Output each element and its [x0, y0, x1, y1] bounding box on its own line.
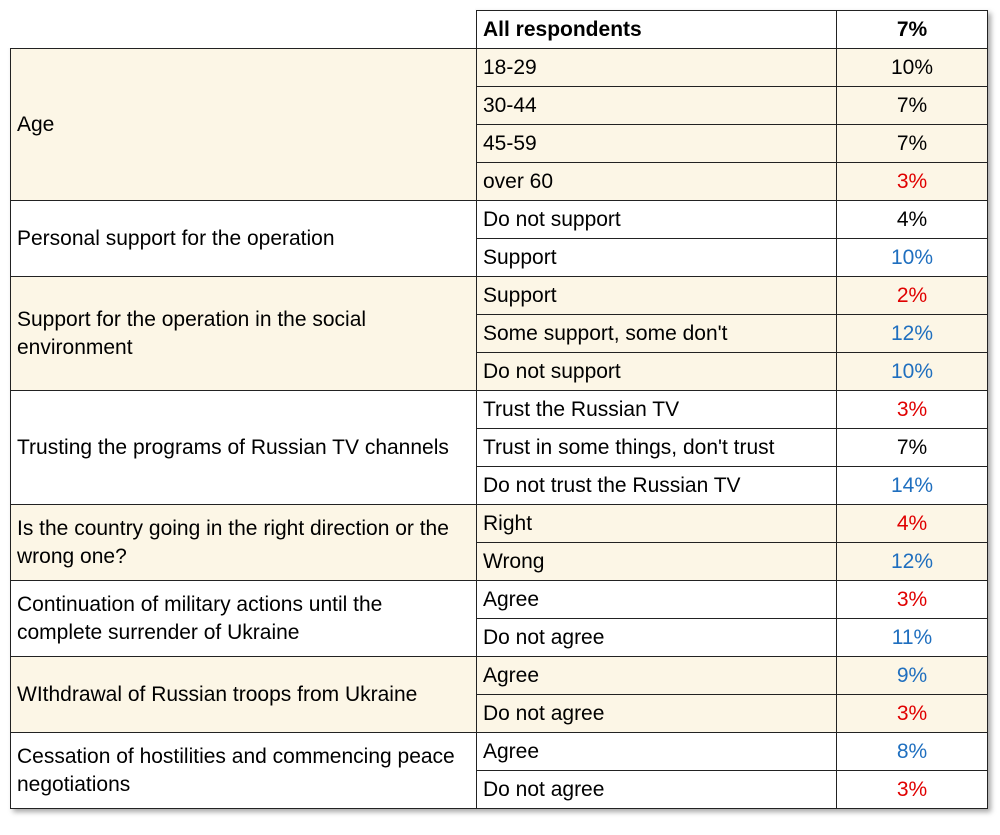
- percentage-value: 10%: [836, 238, 988, 277]
- group-label: Age: [10, 48, 477, 201]
- table-row: Trust in some things, don't trust 7%: [11, 428, 988, 467]
- percentage-value: 12%: [836, 314, 988, 353]
- table-row: Cessation of hostilities and commencing …: [10, 732, 988, 809]
- answer-cell: Trust in some things, don't trust: [476, 428, 837, 467]
- percentage-value: 7%: [836, 428, 988, 467]
- table-row: Do not agree 11%: [11, 618, 988, 657]
- answer-label: Some support, some don't: [476, 314, 837, 353]
- group-label: Cessation of hostilities and commencing …: [10, 732, 477, 809]
- answer-label: 45-59: [476, 124, 837, 163]
- answer-label: Support: [476, 276, 837, 315]
- table-row: Do not agree 3%: [11, 770, 988, 809]
- table-row: Do not trust the Russian TV 14%: [11, 466, 988, 505]
- percentage-value: 10%: [836, 48, 988, 87]
- table-row: Some support, some don't 12%: [11, 314, 988, 353]
- table-row: Is the country going in the right direct…: [10, 504, 988, 581]
- group-label: Support for the operation in the social …: [10, 276, 477, 391]
- answer-label: Trust the Russian TV: [476, 390, 837, 429]
- answer-label: Do not agree: [476, 770, 837, 809]
- group-label: Trusting the programs of Russian TV chan…: [10, 390, 477, 505]
- answer-label: Do not agree: [476, 694, 837, 733]
- table-row: Do not agree 3%: [11, 694, 988, 733]
- table-row: Support for the operation in the social …: [10, 276, 988, 391]
- table-row: Do not support 10%: [11, 352, 988, 391]
- answer-label: Agree: [476, 580, 837, 619]
- table-row: over 60 3%: [11, 162, 988, 201]
- percentage-value: 7%: [836, 86, 988, 125]
- table-row: Personal support for the operation Do not…: [10, 200, 988, 277]
- percentage-value: 3%: [836, 162, 988, 201]
- group-label: Personal support for the operation: [10, 200, 477, 277]
- group-label: Continuation of military actions until t…: [10, 580, 477, 657]
- answer-label: 18-29: [476, 48, 837, 87]
- percentage-value: 3%: [836, 580, 988, 619]
- table-row: Trusting the programs of Russian TV chan…: [10, 390, 988, 505]
- percentage-value: 3%: [836, 390, 988, 429]
- percentage-value: 4%: [836, 504, 988, 543]
- answer-label: Do not support: [476, 352, 837, 391]
- percentage-value: 4%: [836, 200, 988, 239]
- answer-label: Agree: [476, 732, 837, 771]
- survey-table-body: All respondents 7% Age 18-29 10% 30-44 7% 45-…: [10, 10, 988, 809]
- header-shadow-mask: [0, 0, 475, 48]
- answer-label: Support: [476, 238, 837, 277]
- table-row: WIthdrawal of Russian troops from Ukrain…: [10, 656, 988, 733]
- group-label: Is the country going in the right direct…: [10, 504, 477, 581]
- percentage-value: 7%: [836, 124, 988, 163]
- answer-label: Do not trust the Russian TV: [476, 466, 837, 505]
- answer-label: 30-44: [476, 86, 837, 125]
- table-row: 45-59 7%: [11, 124, 988, 163]
- percentage-value: 3%: [836, 770, 988, 809]
- answer-label: Wrong: [476, 542, 837, 581]
- header-value: 7%: [836, 10, 988, 49]
- table-row: Support 10%: [11, 238, 988, 277]
- table-row: Continuation of military actions until t…: [10, 580, 988, 657]
- answer-label: over 60: [476, 162, 837, 201]
- percentage-value: 3%: [836, 694, 988, 733]
- percentage-value: 12%: [836, 542, 988, 581]
- answer-label: Trust in some things, don't trust: [483, 435, 775, 459]
- header-label: All respondents: [476, 10, 837, 49]
- percentage-value: 9%: [836, 656, 988, 695]
- answer-label: Do not agree: [476, 618, 837, 657]
- table-row: Age 18-29 10%: [10, 48, 988, 201]
- answer-label: Do not support: [476, 200, 837, 239]
- answer-label: Right: [476, 504, 837, 543]
- percentage-value: 2%: [836, 276, 988, 315]
- survey-results-table: All respondents 7% Age 18-29 10% 30-44 7% 45-…: [10, 10, 988, 809]
- percentage-value: 8%: [836, 732, 988, 771]
- group-label: WIthdrawal of Russian troops from Ukrain…: [10, 656, 477, 733]
- table-row: 30-44 7%: [11, 86, 988, 125]
- percentage-value: 11%: [836, 618, 988, 657]
- percentage-value: 10%: [836, 352, 988, 391]
- percentage-value: 14%: [836, 466, 988, 505]
- answer-label: Agree: [476, 656, 837, 695]
- table-row: Wrong 12%: [11, 542, 988, 581]
